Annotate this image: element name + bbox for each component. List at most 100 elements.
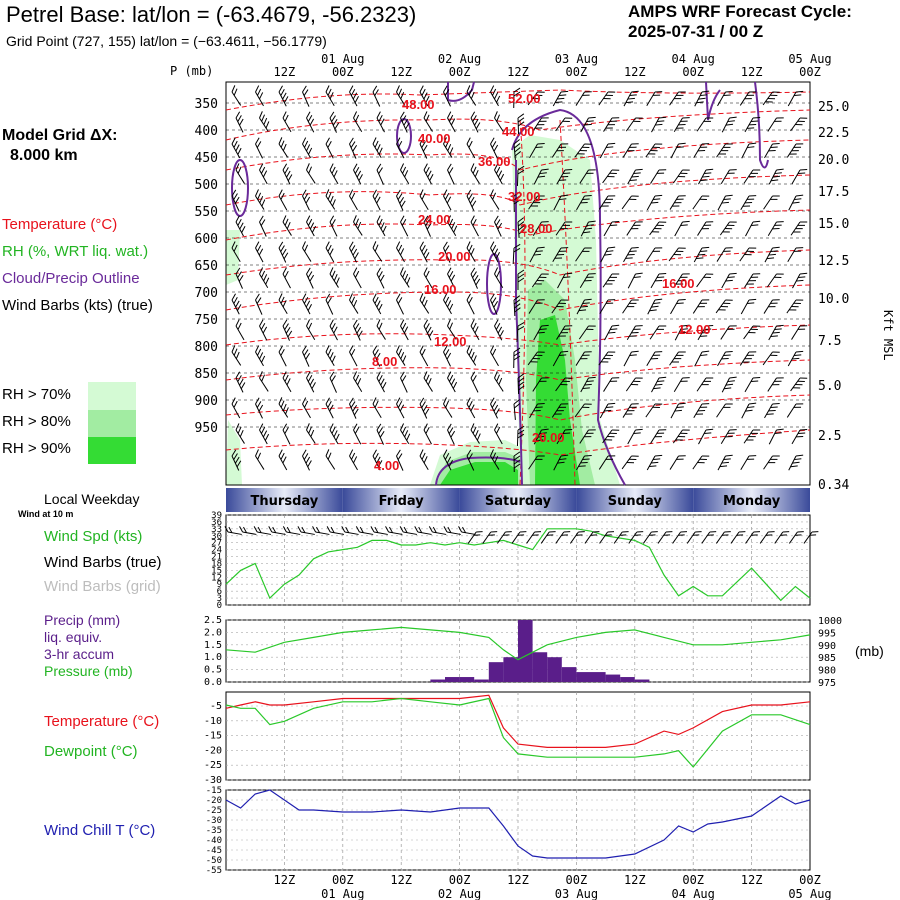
temperature-contour-label: 36.00: [478, 154, 511, 169]
wind-barb: [490, 293, 499, 315]
wind-barbs: [231, 85, 808, 473]
temperature-contour-label: 20.00: [532, 430, 565, 445]
wind-barb: [235, 215, 246, 237]
wind-barb: [396, 397, 405, 419]
precip-tick: 2.0: [204, 627, 222, 638]
wind-barb: [419, 241, 430, 263]
wind-barb: [325, 85, 335, 106]
wind-barb: [494, 423, 503, 445]
wind-barb: [329, 371, 337, 393]
wind-chill-line: [225, 789, 811, 859]
wind-barb: [494, 163, 505, 185]
wind-barb: [528, 455, 545, 470]
bottom-date-label: 04 Aug: [672, 887, 715, 900]
wind-barb: [649, 325, 667, 340]
wind-barb: [766, 273, 784, 288]
wind-barb: [697, 325, 714, 341]
weekday-cell: [576, 488, 694, 512]
wind-barb: [329, 163, 339, 185]
wind-barb: [329, 319, 338, 341]
temperature-contour-label: 44.00: [502, 124, 535, 139]
precip-bar: [488, 662, 504, 682]
height-tick-label: 2.5: [818, 429, 841, 444]
temperature-contour-label: 8.00: [372, 354, 397, 369]
pressure-tick-label: 850: [195, 367, 218, 382]
wind-barb: [306, 319, 316, 340]
wind-barb: [466, 189, 477, 211]
wind-barb: [673, 117, 690, 132]
height-tick-label: 10.0: [818, 292, 849, 307]
wind-barb: [668, 247, 686, 262]
wind-barb: [791, 169, 808, 185]
wind-barb: [646, 454, 663, 471]
wind-barb: [372, 449, 383, 471]
wind-barb: [650, 273, 667, 289]
wind-barb: [396, 345, 407, 366]
wind-barb: [646, 194, 663, 211]
pressure-axis-label: P (mb): [170, 64, 213, 78]
temperature-tick: -30: [204, 775, 222, 786]
temperature-tick: -15: [204, 731, 222, 742]
bottom-date-label: 05 Aug: [788, 887, 831, 900]
wind-barb: [443, 397, 453, 418]
wind-barb: [574, 403, 592, 418]
legend-cloud: Cloud/Precip Outline: [2, 270, 140, 287]
wind-barb: [744, 117, 761, 133]
wind-barb: [576, 455, 592, 471]
precip-bar: [459, 677, 475, 682]
weekday-label: Sunday: [608, 494, 663, 509]
wind-barb: [529, 403, 545, 419]
wind-barb: [490, 345, 499, 367]
wind-barb: [764, 143, 780, 159]
precip-label-line1: Precip (mm): [44, 612, 121, 628]
wind-barb: [466, 85, 477, 106]
wind-barb: [470, 319, 480, 341]
wind-barb: [645, 403, 663, 418]
temperature-contour-label: 40.00: [418, 131, 451, 146]
wind-barb: [763, 195, 780, 210]
wind-barb: [376, 423, 385, 445]
wind-barb: [716, 247, 733, 262]
wind-barb: [694, 350, 710, 367]
wind-barb: [532, 221, 549, 236]
surface-wind-barb: [526, 531, 542, 544]
wind-barb: [716, 143, 733, 158]
wind-barb: [513, 347, 521, 369]
wind-barbs-true-label: Wind Barbs (true): [44, 554, 162, 571]
temperature-contour-label: 4.00: [374, 458, 399, 473]
temperature-contour-label: 52.00: [508, 91, 541, 106]
wind-barb: [576, 195, 592, 211]
wind-barb: [650, 429, 667, 444]
wind-barb: [490, 241, 500, 263]
wind-barb: [696, 377, 714, 392]
surface-wind-barb: [224, 526, 242, 535]
wind-barb: [721, 272, 737, 289]
wind-chill-tick: -50: [206, 856, 222, 866]
wind-barb: [282, 111, 292, 133]
top-hour-label: 12Z: [274, 65, 296, 79]
wind-barb: [419, 345, 429, 367]
wind-barb: [532, 117, 549, 132]
wind-barb: [602, 169, 620, 184]
top-date-label: 01 Aug: [321, 52, 364, 66]
wind-barb: [513, 191, 521, 213]
height-axis: 25.0 22.5 20.0 17.5 15.0 12.5 10.0 7.5 5.0 2.5 0.3…: [818, 100, 849, 493]
dewpoint-label: Dewpoint (°C): [44, 743, 138, 760]
rh-shading: [226, 135, 620, 485]
bottom-hour-label: 00Z: [332, 873, 354, 887]
wind-barb: [740, 195, 757, 210]
wind-barb: [516, 425, 525, 447]
wind-barb: [517, 217, 525, 238]
pressure-tick: 990: [818, 641, 836, 652]
wind-chill-tick: -35: [206, 826, 222, 836]
wind-barb: [697, 221, 714, 236]
wind-chill-tick: -30: [206, 816, 222, 826]
wind-barb: [717, 194, 733, 211]
wind-barb: [745, 220, 761, 237]
surface-wind-barb: [628, 531, 644, 544]
wind-barb: [767, 221, 784, 236]
wind-barb: [623, 90, 639, 107]
wind-barb: [575, 247, 592, 262]
surface-wind-barb: [458, 526, 476, 535]
wind-barb: [494, 111, 504, 132]
